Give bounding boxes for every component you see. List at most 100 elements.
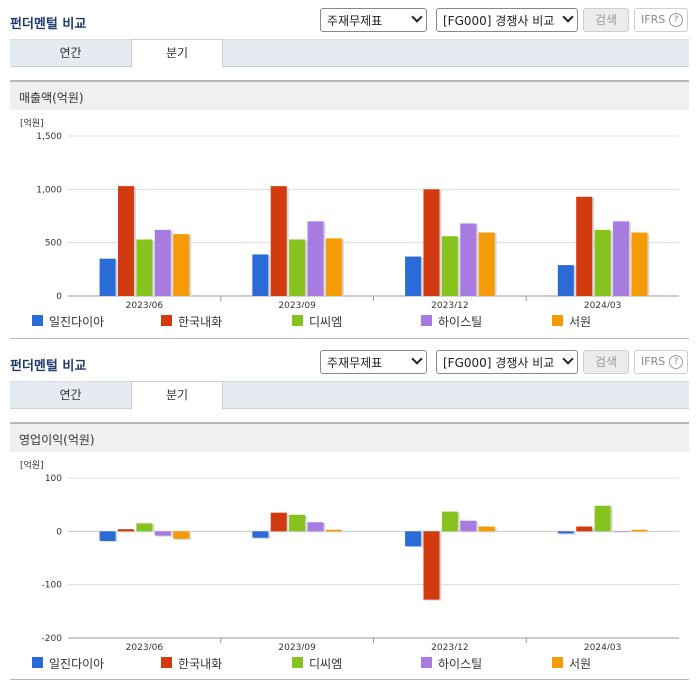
statement-select-value: 주재무제표 [327,356,383,370]
chart-legend: 일진다이아 한국내화 디씨엠 하이스틸 서원 [10,312,689,330]
ifrs-button[interactable]: IFRS ? [634,350,688,374]
legend-swatch [292,315,303,326]
compare-select[interactable]: [FG000] 경쟁사 비교 [436,8,578,32]
bar [136,239,153,296]
search-button[interactable]: 검색 [583,350,629,374]
tab-quarterly[interactable]: 분기 [131,381,223,410]
bar [631,529,648,532]
bar [289,514,306,532]
fundamental-section-operating-profit: 펀더멘털 비교 주재무제표 [FG000] 경쟁사 비교 검색 IFRS ? 연… [0,342,696,684]
bar-shadow [615,532,632,533]
compare-select-value: [FG000] 경쟁사 비교 [443,356,555,370]
x-tick-label: 2023/09 [278,643,316,650]
help-icon[interactable]: ? [669,355,683,369]
bar [460,520,477,532]
statement-select[interactable]: 주재무제표 [320,8,427,32]
bar [270,512,287,532]
legend-swatch [421,315,432,326]
bar [441,236,458,296]
y-tick-label: 1,000 [36,185,62,195]
x-tick-label: 2024/03 [584,301,621,308]
section-divider [10,338,689,339]
revenue-chart: [억원] 0 500 1,000 1,500 2023/06 2023/09 2023/12 2… [20,117,679,308]
legend-label: 서원 [569,657,592,671]
bar [478,526,495,532]
y-tick-label: 100 [45,474,62,484]
legend-label: 한국내화 [178,657,223,671]
bar [154,531,171,536]
bar [136,523,153,532]
legend-label: 서원 [569,315,592,329]
legend-swatch [161,657,172,668]
statement-select-value: 주재무제표 [327,14,383,28]
legend-swatch [292,657,303,668]
chevron-down-icon [562,353,574,365]
search-button[interactable]: 검색 [583,8,629,32]
section-title: 펀더멘털 비교 [10,359,87,374]
bar [631,232,648,296]
section-header: 펀더멘털 비교 주재무제표 [FG000] 경쟁사 비교 검색 IFRS ? [0,0,696,38]
bar [594,505,611,532]
legend-label: 디씨엠 [309,315,343,329]
bar [99,258,116,296]
operating-profit-chart: [억원] -200 -100 0 100 2023/06 2023/09 2023/12 202… [20,459,679,650]
y-tick-label: -200 [42,634,63,644]
statement-select[interactable]: 주재무제표 [320,350,427,374]
section-title: 펀더멘털 비교 [10,17,87,32]
bar [117,186,134,296]
tab-annual[interactable]: 연간 [59,388,82,402]
ifrs-button[interactable]: IFRS ? [634,8,688,32]
ifrs-label: IFRS [641,13,666,26]
legend-label: 일진다이아 [49,315,105,329]
bar [576,196,593,296]
bar [307,522,324,532]
bar [594,229,611,296]
bar [325,529,342,532]
section-header: 펀더멘털 비교 주재무제표 [FG000] 경쟁사 비교 검색 IFRS ? [0,342,696,380]
bar [460,223,477,296]
bar [289,239,306,296]
x-tick-label: 2023/06 [126,643,164,650]
section-divider [10,679,689,680]
bar [117,529,134,532]
x-tick-label: 2023/12 [431,643,468,650]
bar [325,238,342,296]
compare-select-value: [FG000] 경쟁사 비교 [443,14,555,28]
period-tabs: 연간 분기 [10,39,689,68]
legend-swatch [32,315,43,326]
bar [270,186,287,296]
chevron-down-icon [562,11,574,23]
bar [154,229,171,296]
x-tick-label: 2024/03 [584,643,621,650]
y-tick-label: 500 [45,239,62,249]
y-tick-label: -100 [42,581,63,591]
unit-label: [억원] [20,117,44,129]
bar [557,265,574,296]
legend-label: 하이스틸 [438,315,483,329]
legend-swatch [552,657,563,668]
bar [557,531,574,534]
bar [173,531,190,539]
bar [613,531,630,532]
tab-annual[interactable]: 연간 [59,46,82,60]
legend-swatch [161,315,172,326]
y-tick-label: 0 [56,292,62,302]
bar [252,531,269,538]
bar [423,531,440,600]
bar [173,234,190,296]
bar [99,531,116,541]
x-tick-label: 2023/12 [431,301,468,308]
chart-title: 매출액(억원) [10,80,689,110]
compare-select[interactable]: [FG000] 경쟁사 비교 [436,350,578,374]
bar [423,189,440,296]
help-icon[interactable]: ? [669,13,683,27]
tab-quarterly[interactable]: 분기 [131,39,223,68]
bar [478,232,495,296]
period-tabs: 연간 분기 [10,381,689,410]
legend-label: 일진다이아 [49,657,105,671]
bar [613,221,630,296]
legend-label: 디씨엠 [309,657,343,671]
legend-swatch [552,315,563,326]
bar [405,531,422,547]
legend-swatch [421,657,432,668]
